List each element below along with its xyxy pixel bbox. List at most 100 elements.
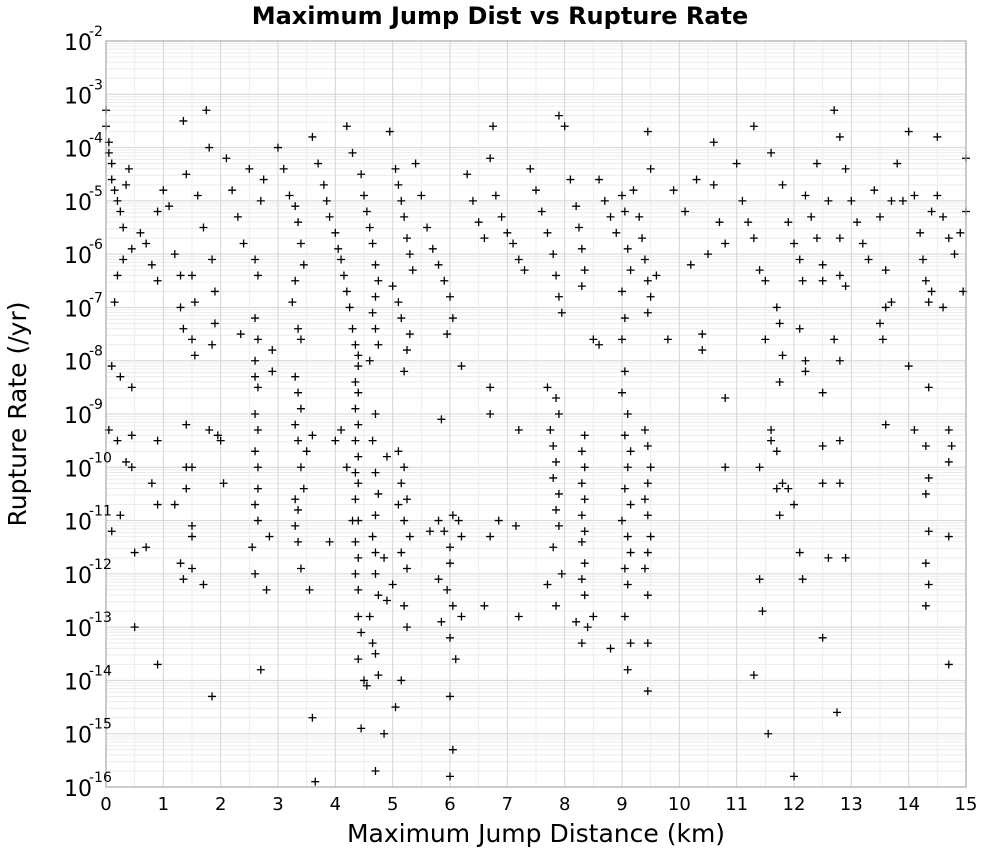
- y-tick-base: 10: [64, 511, 92, 536]
- data-point: [405, 532, 414, 541]
- data-point: [486, 383, 495, 392]
- y-tick-base: 10: [64, 297, 92, 322]
- data-point: [394, 180, 403, 189]
- data-point: [205, 143, 214, 152]
- data-point: [749, 671, 758, 680]
- data-point: [245, 164, 254, 173]
- x-tick-label: 12: [783, 794, 806, 815]
- data-point: [314, 159, 323, 168]
- data-point: [188, 521, 196, 530]
- data-point: [835, 479, 844, 488]
- data-point: [403, 564, 411, 573]
- data-point: [147, 479, 156, 488]
- data-point: [552, 457, 561, 466]
- data-point: [916, 228, 925, 237]
- data-point: [188, 564, 196, 573]
- data-point: [371, 260, 380, 269]
- data-point: [391, 703, 400, 712]
- data-point: [620, 207, 629, 216]
- data-point: [618, 335, 626, 344]
- data-point: [732, 159, 741, 168]
- data-point: [643, 591, 652, 600]
- data-point: [580, 591, 589, 600]
- data-point: [532, 186, 540, 195]
- data-point: [560, 122, 569, 131]
- data-point: [368, 639, 377, 648]
- data-point: [514, 425, 523, 434]
- data-point: [251, 410, 260, 418]
- data-point: [380, 729, 389, 738]
- data-point: [761, 276, 770, 285]
- data-point: [681, 207, 690, 216]
- data-point: [397, 548, 406, 557]
- data-point: [446, 633, 454, 642]
- data-point: [514, 255, 523, 264]
- data-point: [331, 436, 340, 445]
- data-point: [623, 463, 632, 472]
- data-point: [549, 441, 558, 450]
- data-point: [210, 287, 219, 296]
- data-point: [818, 479, 827, 488]
- data-point: [698, 330, 707, 339]
- data-point: [623, 244, 632, 253]
- data-point: [188, 463, 196, 472]
- data-point: [351, 340, 360, 349]
- data-point: [552, 505, 561, 514]
- x-tick-label: 5: [387, 794, 398, 815]
- y-tick-label: 10-2: [64, 24, 103, 56]
- data-point: [437, 415, 446, 424]
- data-point: [841, 282, 850, 291]
- data-point: [107, 175, 116, 184]
- data-point: [580, 266, 589, 275]
- data-point: [795, 255, 804, 264]
- data-point: [411, 159, 420, 168]
- data-point: [443, 330, 452, 339]
- data-point: [686, 260, 695, 269]
- x-tick-label: 2: [215, 794, 226, 815]
- data-point: [296, 564, 305, 573]
- data-point: [640, 425, 649, 434]
- data-point: [351, 537, 360, 546]
- data-point: [620, 564, 629, 573]
- data-point: [339, 271, 348, 280]
- data-point: [904, 362, 913, 371]
- data-point: [440, 276, 449, 285]
- data-point: [577, 447, 586, 456]
- data-point: [577, 479, 586, 488]
- data-point: [623, 580, 632, 589]
- y-tick-base: 10: [64, 457, 92, 482]
- data-point: [537, 207, 546, 216]
- y-tick-exponent: -5: [89, 184, 103, 200]
- data-point: [288, 298, 297, 307]
- data-point: [397, 479, 406, 488]
- data-point: [643, 511, 652, 520]
- data-point: [147, 260, 156, 269]
- data-point: [348, 516, 357, 525]
- data-point: [618, 191, 626, 200]
- data-point: [253, 383, 262, 392]
- data-point: [130, 623, 139, 632]
- data-point: [153, 207, 162, 216]
- data-point: [784, 484, 793, 493]
- y-tick-base: 10: [64, 191, 92, 216]
- data-point: [509, 239, 518, 248]
- data-point: [374, 489, 383, 498]
- data-point: [468, 196, 477, 205]
- data-point: [446, 543, 454, 552]
- data-point: [119, 223, 128, 232]
- data-point: [434, 575, 443, 584]
- data-point: [549, 543, 558, 552]
- y-tick-base: 10: [64, 244, 92, 269]
- data-point: [142, 543, 151, 552]
- data-point: [772, 303, 781, 312]
- data-point: [342, 287, 351, 296]
- data-point: [113, 271, 122, 280]
- data-point: [927, 287, 936, 296]
- data-point: [434, 260, 443, 269]
- data-point: [110, 186, 119, 195]
- data-point: [210, 319, 219, 328]
- data-point: [374, 591, 383, 600]
- data-point: [775, 378, 784, 387]
- data-point: [127, 383, 136, 392]
